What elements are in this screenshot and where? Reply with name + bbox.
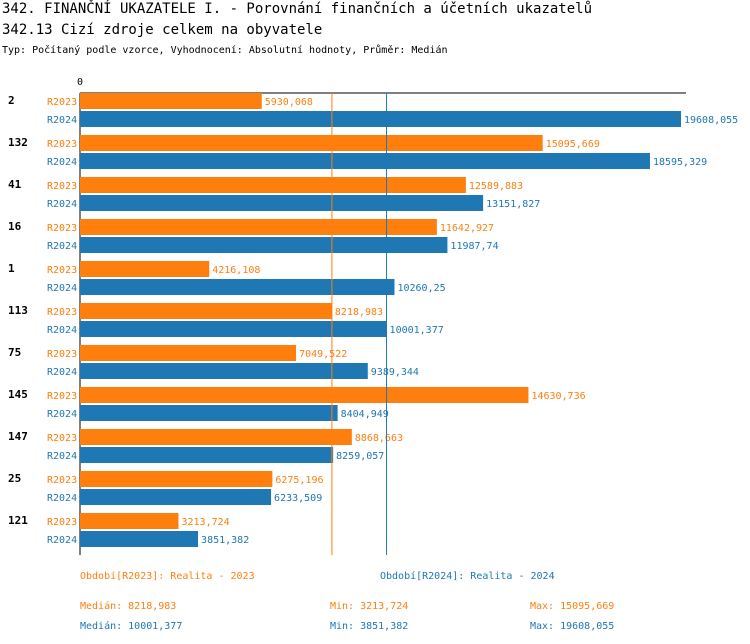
series-label: R2024 xyxy=(47,451,77,462)
bar-r2023 xyxy=(80,135,543,151)
bar-r2024 xyxy=(80,111,681,127)
category-label: 121 xyxy=(8,514,28,527)
category-label: 41 xyxy=(8,178,22,191)
data-label: 3851,382 xyxy=(201,535,249,546)
bar-r2024 xyxy=(80,195,484,211)
series-label: R2024 xyxy=(47,493,77,504)
bar-r2024 xyxy=(80,531,199,547)
r2023-median: Medián: 8218,983 xyxy=(80,601,177,612)
bar-r2024 xyxy=(80,153,650,169)
chart-subtitle: 342.13 Cizí zdroje celkem na obyvatele xyxy=(2,22,323,38)
data-label: 11987,74 xyxy=(450,241,498,252)
series-label: R2024 xyxy=(47,241,77,252)
bar-r2023 xyxy=(80,261,210,277)
series-label: R2024 xyxy=(47,535,77,546)
data-label: 18595,329 xyxy=(653,157,707,168)
series-label: R2024 xyxy=(47,325,77,336)
chart-info: Typ: Počítaný podle vzorce, Vyhodnocení:… xyxy=(2,45,448,56)
category-label: 145 xyxy=(8,388,28,401)
series-label: R2023 xyxy=(47,433,77,444)
period-r2023-legend: Období[R2023]: Realita - 2023 xyxy=(80,571,255,582)
bar-r2024 xyxy=(80,237,448,253)
data-label: 12589,883 xyxy=(469,181,523,192)
bar-r2024 xyxy=(80,447,334,463)
category-label: 25 xyxy=(8,472,21,485)
bar-r2024 xyxy=(80,321,387,337)
series-label: R2023 xyxy=(47,517,77,528)
data-label: 5930,068 xyxy=(265,97,313,108)
category-label: 147 xyxy=(8,430,28,443)
series-label: R2023 xyxy=(47,349,77,360)
x-tick-label: 0 xyxy=(77,77,83,88)
series-label: R2023 xyxy=(47,265,77,276)
r2023-min: Min: 3213,724 xyxy=(330,601,409,612)
series-label: R2023 xyxy=(47,475,77,486)
series-label: R2024 xyxy=(47,367,77,378)
data-label: 14630,736 xyxy=(531,391,585,402)
data-label: 11642,927 xyxy=(440,223,494,234)
r2023-max: Max: 15095,669 xyxy=(530,601,615,612)
r2024-median: Medián: 10001,377 xyxy=(80,621,183,632)
bar-r2024 xyxy=(80,279,395,295)
category-label: 75 xyxy=(8,346,21,359)
data-label: 8259,057 xyxy=(336,451,384,462)
r2024-max: Max: 19608,055 xyxy=(530,621,615,632)
category-label: 1 xyxy=(8,262,15,275)
bar-r2023 xyxy=(80,303,332,319)
data-label: 8218,983 xyxy=(335,307,383,318)
series-label: R2023 xyxy=(47,181,77,192)
bar-r2023 xyxy=(80,471,273,487)
data-label: 6233,509 xyxy=(274,493,322,504)
series-label: R2024 xyxy=(47,283,77,294)
category-label: 16 xyxy=(8,220,22,233)
bar-r2024 xyxy=(80,405,338,421)
data-label: 3213,724 xyxy=(182,517,230,528)
data-label: 10001,377 xyxy=(390,325,444,336)
data-label: 8868,663 xyxy=(355,433,403,444)
data-label: 8404,949 xyxy=(341,409,389,420)
data-label: 4216,108 xyxy=(212,265,260,276)
bar-chart: 0 2 R2023 5930,068 R2024 19608,055 132 R2023 15… xyxy=(8,77,738,555)
bar-r2024 xyxy=(80,363,368,379)
bar-r2023 xyxy=(80,219,437,235)
series-label: R2023 xyxy=(47,97,77,108)
series-label: R2023 xyxy=(47,391,77,402)
bar-r2023 xyxy=(80,387,529,403)
bar-r2024 xyxy=(80,489,272,505)
series-label: R2023 xyxy=(47,223,77,234)
series-label: R2024 xyxy=(47,157,77,168)
category-label: 2 xyxy=(8,94,15,107)
category-label: 113 xyxy=(8,304,28,317)
data-label: 7049,522 xyxy=(299,349,347,360)
bar-r2023 xyxy=(80,345,297,361)
series-label: R2023 xyxy=(47,139,77,150)
series-label: R2024 xyxy=(47,199,77,210)
r2024-min: Min: 3851,382 xyxy=(330,621,409,632)
data-label: 19608,055 xyxy=(684,115,738,126)
data-label: 15095,669 xyxy=(546,139,600,150)
chart-title: 342. FINANČNÍ UKAZATELE I. - Porovnání f… xyxy=(2,1,593,17)
data-label: 13151,827 xyxy=(486,199,540,210)
category-label: 132 xyxy=(8,136,28,149)
data-label: 9389,344 xyxy=(371,367,419,378)
data-label: 10260,25 xyxy=(397,283,445,294)
bar-r2023 xyxy=(80,429,352,445)
series-label: R2024 xyxy=(47,115,77,126)
series-label: R2024 xyxy=(47,409,77,420)
data-label: 6275,196 xyxy=(275,475,323,486)
bar-r2023 xyxy=(80,513,179,529)
bar-r2023 xyxy=(80,93,262,109)
series-label: R2023 xyxy=(47,307,77,318)
bar-r2023 xyxy=(80,177,466,193)
period-r2024-legend: Období[R2024]: Realita - 2024 xyxy=(380,571,555,582)
